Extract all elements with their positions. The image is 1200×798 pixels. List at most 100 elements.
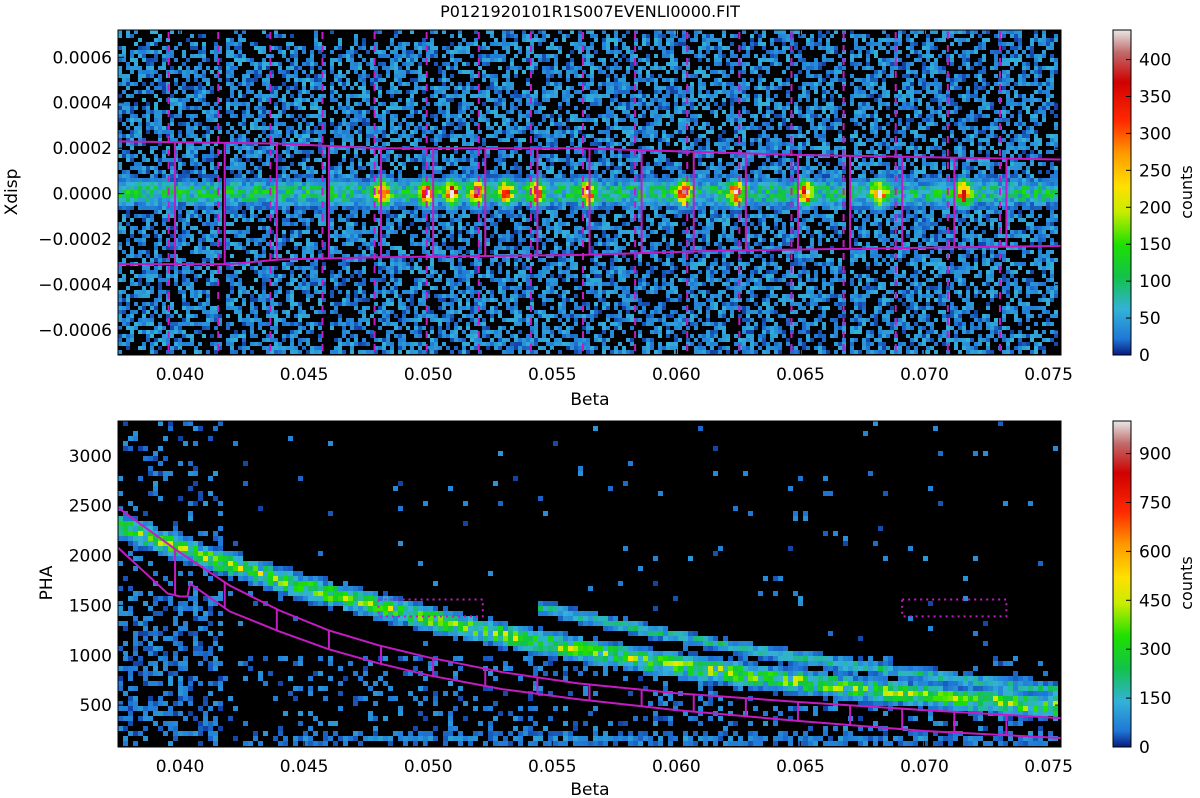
heatmap-cell <box>246 258 250 262</box>
heatmap-cell <box>458 198 462 202</box>
heatmap-cell <box>542 94 546 98</box>
heatmap-cell <box>318 334 322 338</box>
heatmap-cell <box>242 342 246 346</box>
heatmap-cell <box>474 38 478 42</box>
heatmap-cell <box>482 190 486 194</box>
heatmap-cell <box>206 218 210 222</box>
heatmap-cell <box>534 38 538 42</box>
heatmap-cell <box>154 126 158 130</box>
heatmap-cell <box>486 330 490 334</box>
heatmap-cell <box>226 110 230 114</box>
heatmap-cell <box>318 322 322 326</box>
heatmap-cell <box>138 238 142 242</box>
heatmap-cell <box>406 326 410 330</box>
heatmap-cell <box>474 138 478 142</box>
heatmap-cell <box>246 202 250 206</box>
heatmap-cell <box>338 182 342 186</box>
heatmap-cell <box>294 234 298 238</box>
heatmap-cell <box>398 306 402 310</box>
heatmap-cell <box>506 202 510 206</box>
heatmap-cell <box>502 178 506 182</box>
heatmap-cell <box>258 254 262 258</box>
heatmap-cell <box>194 70 198 74</box>
heatmap-cell <box>202 326 206 330</box>
heatmap-cell <box>366 318 370 322</box>
heatmap-cell <box>190 186 194 190</box>
heatmap-cell <box>386 190 390 194</box>
heatmap-cell <box>410 54 414 58</box>
heatmap-cell <box>410 330 414 334</box>
heatmap-cell <box>458 214 462 218</box>
heatmap-cell <box>274 322 278 326</box>
heatmap-cell <box>534 130 538 134</box>
heatmap-cell <box>226 38 230 42</box>
heatmap-cell <box>458 234 462 238</box>
heatmap-cell <box>550 66 554 70</box>
heatmap-cell <box>334 166 338 170</box>
heatmap-cell <box>418 158 422 162</box>
heatmap-cell <box>346 182 350 186</box>
heatmap-cell <box>126 186 130 190</box>
heatmap-cell <box>502 342 506 346</box>
heatmap-cell <box>430 194 434 198</box>
heatmap-cell <box>498 182 502 186</box>
heatmap-cell <box>510 306 514 310</box>
heatmap-cell <box>354 202 358 206</box>
heatmap-cell <box>198 94 202 98</box>
heatmap-cell <box>246 170 250 174</box>
heatmap-cell <box>190 150 194 154</box>
heatmap-cell <box>370 230 374 234</box>
heatmap-cell <box>302 290 306 294</box>
heatmap-cell <box>462 158 466 162</box>
heatmap-cell <box>318 298 322 302</box>
heatmap-cell <box>322 178 326 182</box>
heatmap-cell <box>186 278 190 282</box>
heatmap-cell <box>186 242 190 246</box>
heatmap-cell <box>466 166 470 170</box>
heatmap-cell <box>466 70 470 74</box>
heatmap-cell <box>142 226 146 230</box>
heatmap-cell <box>386 206 390 210</box>
heatmap-cell <box>494 170 498 174</box>
heatmap-cell <box>122 90 126 94</box>
heatmap-cell <box>546 54 550 58</box>
heatmap-cell <box>414 326 418 330</box>
heatmap-cell <box>530 174 534 178</box>
heatmap-cell <box>530 202 534 206</box>
heatmap-cell <box>158 278 162 282</box>
heatmap-cell <box>454 310 458 314</box>
heatmap-cell <box>438 98 442 102</box>
heatmap-cell <box>422 290 426 294</box>
heatmap-cell <box>242 186 246 190</box>
heatmap-cell <box>142 306 146 310</box>
heatmap-cell <box>182 298 186 302</box>
heatmap-cell <box>262 78 266 82</box>
heatmap-cell <box>266 334 270 338</box>
heatmap-cell <box>262 302 266 306</box>
heatmap-cell <box>254 178 258 182</box>
heatmap-cell <box>374 278 378 282</box>
heatmap-cell <box>478 302 482 306</box>
heatmap-cell <box>518 234 522 238</box>
heatmap-cell <box>318 198 322 202</box>
heatmap-cell <box>526 82 530 86</box>
heatmap-cell <box>310 174 314 178</box>
heatmap-cell <box>266 82 270 86</box>
heatmap-cell <box>282 198 286 202</box>
heatmap-cell <box>294 246 298 250</box>
heatmap-cell <box>546 238 550 242</box>
heatmap-cell <box>122 278 126 282</box>
heatmap-cell <box>270 126 274 130</box>
heatmap-cell <box>182 202 186 206</box>
heatmap-cell <box>322 86 326 90</box>
heatmap-cell <box>518 294 522 298</box>
heatmap-cell <box>150 274 154 278</box>
heatmap-cell <box>194 106 198 110</box>
heatmap-cell <box>458 70 462 74</box>
heatmap-cell <box>262 194 266 198</box>
heatmap-cell <box>346 198 350 202</box>
heatmap-cell <box>474 30 478 34</box>
heatmap-cell <box>546 210 550 214</box>
heatmap-cell <box>462 226 466 230</box>
heatmap-cell <box>474 206 478 210</box>
